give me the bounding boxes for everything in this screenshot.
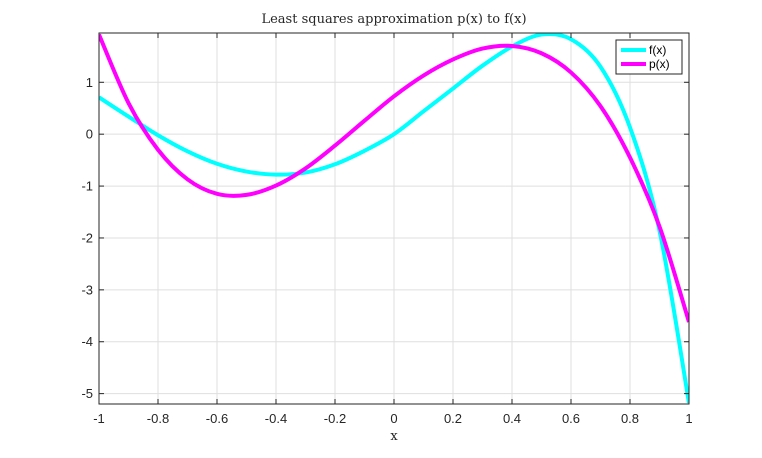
x-tick-label: 0 (390, 411, 397, 426)
y-tick-label: -2 (81, 230, 93, 245)
y-tick-label: 1 (86, 75, 93, 90)
x-tick-label: 0.8 (621, 411, 639, 426)
x-tick-label: 0.4 (503, 411, 521, 426)
y-tick-label: -3 (81, 282, 93, 297)
tick-layer: -1 -0.8 -0.6 -0.4 -0.2 0 0.2 0.4 0.6 0.8 1 -5 -4 -3 -2… (81, 33, 693, 426)
x-tick-label: -0.8 (147, 411, 169, 426)
legend-label: f(x) (649, 43, 666, 57)
chart-title: Least squares approximation p(x) to f(x) (261, 12, 526, 27)
x-tick-label: -0.2 (324, 411, 346, 426)
x-axis-label: x (390, 429, 398, 444)
series-line-2 (99, 33, 689, 323)
x-tick-label: 1 (685, 411, 692, 426)
x-tick-label: 0.2 (444, 411, 462, 426)
x-tick-label: -1 (93, 411, 105, 426)
y-tick-label: -5 (81, 386, 93, 401)
y-tick-label: -1 (81, 179, 93, 194)
legend: f(x)p(x) (615, 39, 683, 75)
x-tick-label: -0.6 (206, 411, 228, 426)
series-line-1 (99, 33, 689, 404)
x-tick-label: -0.4 (265, 411, 287, 426)
grid (98, 33, 690, 404)
legend-box (615, 39, 683, 75)
y-tick-label: -4 (81, 334, 93, 349)
series-layer (99, 33, 689, 404)
y-tick-label: 0 (86, 127, 93, 142)
x-tick-label: 0.6 (562, 411, 580, 426)
legend-label: p(x) (649, 57, 670, 71)
